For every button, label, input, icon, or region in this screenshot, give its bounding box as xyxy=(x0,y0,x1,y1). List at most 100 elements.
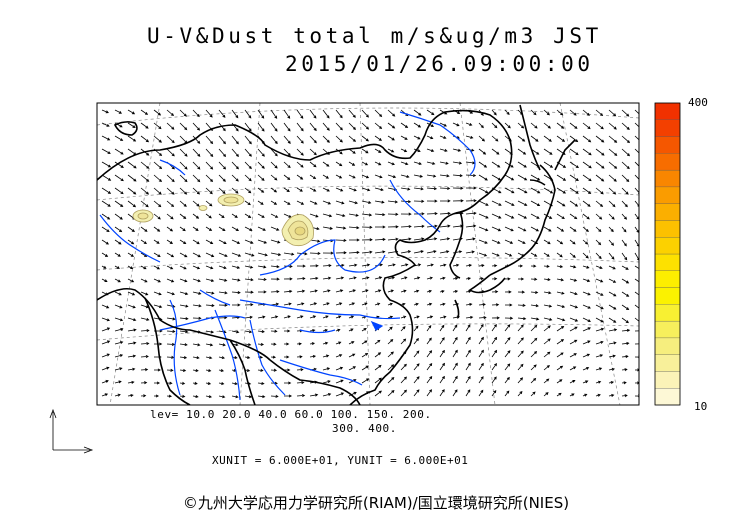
wind-arrow xyxy=(140,304,150,309)
wind-arrow xyxy=(582,252,589,259)
wind-arrow xyxy=(504,337,511,345)
wind-arrow xyxy=(192,394,199,398)
wind-arrow xyxy=(608,213,615,220)
wind-arrow xyxy=(270,277,280,281)
wind-arrow xyxy=(478,200,489,206)
wind-arrow xyxy=(608,122,617,130)
wind-arrow xyxy=(530,264,537,268)
wind-arrow xyxy=(387,212,399,216)
wind-arrow xyxy=(556,365,564,371)
wind-arrow xyxy=(322,161,330,167)
wind-arrow xyxy=(374,148,382,153)
wind-arrow xyxy=(192,239,200,245)
wind-arrow xyxy=(127,161,137,169)
wind-arrow xyxy=(413,161,422,165)
wind-arrow xyxy=(595,278,604,283)
wind-arrow xyxy=(296,302,305,306)
wind-arrow xyxy=(582,122,591,130)
wind-arrow xyxy=(348,315,355,319)
wind-arrow xyxy=(452,375,458,384)
wind-arrow xyxy=(361,365,369,371)
wind-arrow xyxy=(218,148,227,158)
wind-arrow xyxy=(621,304,630,310)
wind-arrow xyxy=(322,276,332,280)
wind-arrow xyxy=(166,355,175,359)
wind-arrow xyxy=(361,225,373,229)
wind-arrow xyxy=(426,135,434,140)
wind-arrow xyxy=(582,109,590,116)
wind-arrow xyxy=(114,252,121,257)
wind-arrow xyxy=(621,381,627,385)
wind-arrow xyxy=(413,276,421,280)
wind-arrow xyxy=(400,315,407,319)
wind-arrow xyxy=(101,239,110,245)
wind-arrow xyxy=(140,265,147,270)
wind-arrow xyxy=(556,352,564,358)
wind-arrow xyxy=(595,135,605,143)
wind-arrow xyxy=(166,122,175,130)
wind-arrow xyxy=(400,326,406,332)
wind-arrow xyxy=(569,213,578,220)
wind-arrow xyxy=(192,368,199,373)
wind-arrow xyxy=(400,174,410,178)
colorbar-swatch xyxy=(654,388,681,406)
wind-arrow xyxy=(543,226,552,232)
wind-arrow xyxy=(179,109,187,117)
wind-arrow xyxy=(309,239,321,243)
wind-arrow xyxy=(556,291,565,295)
wind-arrow xyxy=(361,109,369,118)
wind-arrow xyxy=(517,187,528,194)
wind-arrow xyxy=(114,226,123,233)
wind-arrow xyxy=(322,213,333,218)
wind-arrow xyxy=(413,363,420,371)
wind-arrow xyxy=(478,174,488,181)
wind-arrow xyxy=(413,174,424,178)
wind-arrow xyxy=(400,212,412,216)
wind-arrow xyxy=(400,289,407,293)
wind-arrow xyxy=(179,381,186,385)
wind-arrow xyxy=(205,381,212,385)
map-timestamp: 2015/01/26.09:00:00 xyxy=(285,52,594,76)
wind-arrow xyxy=(426,302,433,306)
wind-arrow xyxy=(452,148,462,152)
wind-arrow xyxy=(608,367,616,371)
wind-arrow xyxy=(556,135,566,142)
wind-arrow xyxy=(608,304,617,310)
wind-arrow xyxy=(582,340,591,345)
wind-arrow xyxy=(270,161,278,169)
wind-arrow xyxy=(582,148,592,156)
wind-arrow xyxy=(192,148,201,157)
wind-arrow xyxy=(166,265,174,270)
wind-arrow xyxy=(166,317,176,321)
wind-arrow xyxy=(569,326,578,332)
wind-arrow xyxy=(140,317,150,321)
wind-arrow xyxy=(179,161,188,170)
wind-arrow xyxy=(192,135,201,144)
wind-arrow xyxy=(582,367,590,371)
wind-arrow xyxy=(517,135,526,142)
wind-arrow xyxy=(244,109,252,119)
wind-arrow xyxy=(478,362,484,371)
wind-arrow xyxy=(257,226,266,231)
wind-arrow xyxy=(608,341,617,345)
wind-arrow xyxy=(491,290,499,294)
colorbar-swatch xyxy=(654,119,681,137)
wind-arrow xyxy=(608,109,617,117)
wind-arrow xyxy=(608,252,615,260)
wind-arrow xyxy=(154,368,161,372)
wind-arrow xyxy=(491,109,497,116)
wind-arrow xyxy=(283,289,293,293)
wind-arrow xyxy=(374,135,382,141)
wind-arrow xyxy=(543,122,551,129)
wind-arrow xyxy=(166,213,174,220)
wind-arrow xyxy=(452,290,459,294)
wind-arrow xyxy=(127,174,137,182)
wind-arrow xyxy=(608,354,616,358)
wind-arrow xyxy=(543,378,550,384)
wind-arrow xyxy=(517,200,528,206)
wind-arrow xyxy=(101,200,111,207)
wind-arrow xyxy=(517,290,526,294)
wind-arrow xyxy=(465,250,475,254)
wind-arrow xyxy=(153,226,161,232)
wind-arrow xyxy=(101,393,109,397)
